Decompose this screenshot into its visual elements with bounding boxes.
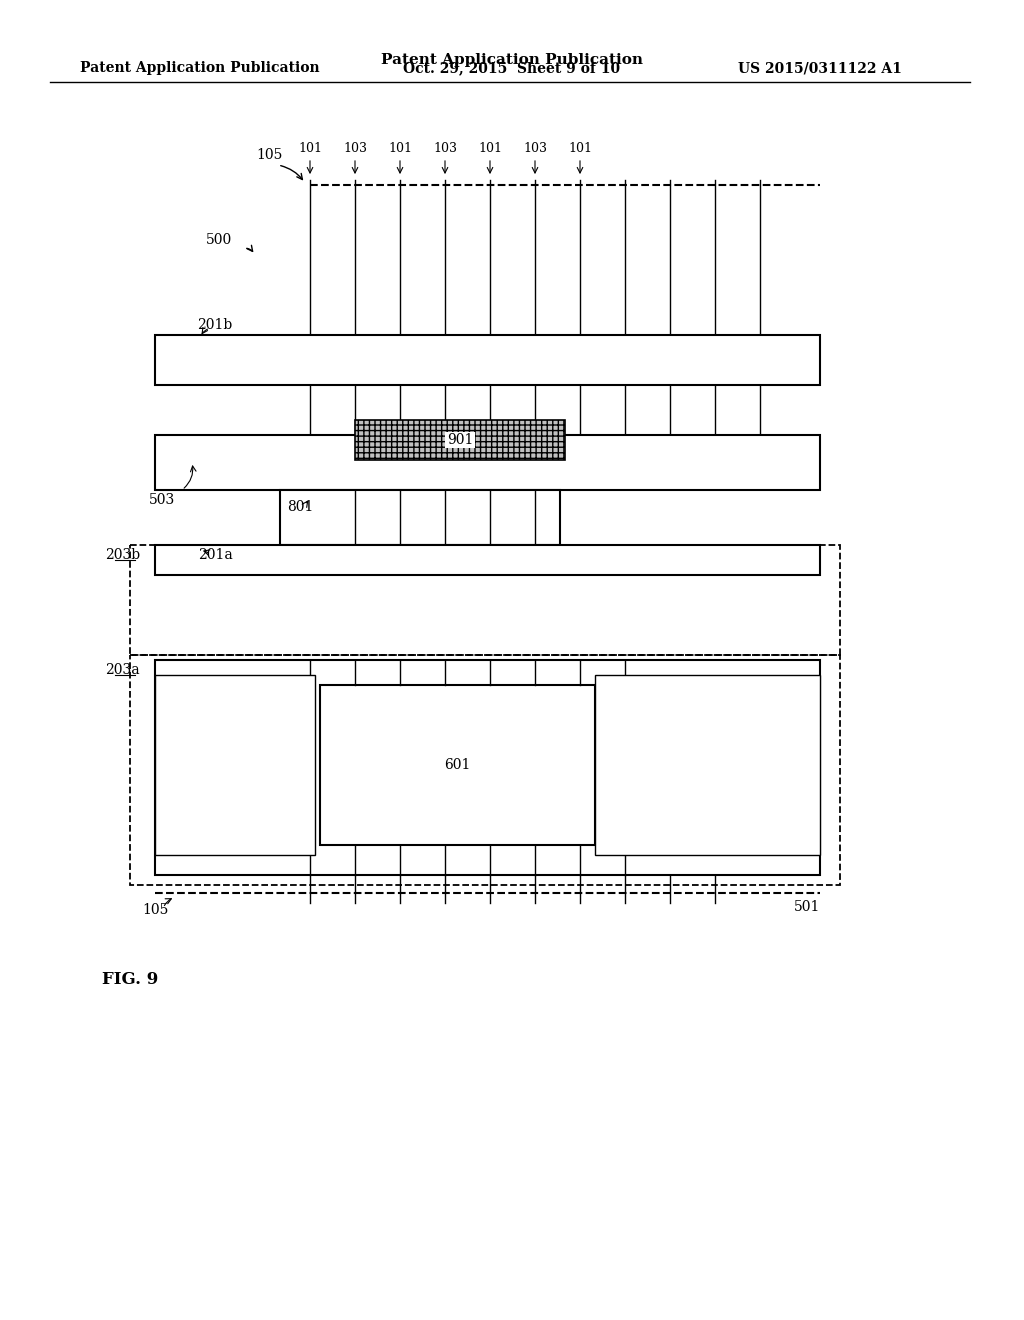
Text: 201b: 201b [198,318,232,333]
Text: 101: 101 [388,141,412,154]
Text: 203b: 203b [104,548,140,562]
Text: 101: 101 [568,141,592,154]
Text: 901: 901 [446,433,473,447]
Text: 101: 101 [298,141,322,154]
Bar [130,545,840,655]
Bar [280,490,560,545]
Text: 103: 103 [523,141,547,154]
Bar [155,660,820,875]
Bar [155,436,820,490]
Text: 801: 801 [287,500,313,513]
Bar [155,675,315,855]
Text: 103: 103 [433,141,457,154]
Text: 103: 103 [343,141,367,154]
Bar [155,545,820,576]
Text: FIG. 9: FIG. 9 [101,972,158,989]
Text: 501: 501 [794,900,820,913]
Bar [155,335,820,385]
Text: 500: 500 [206,234,232,247]
Text: Patent Application Publication: Patent Application Publication [80,61,319,75]
Text: 203a: 203a [105,663,140,677]
Bar [130,655,840,884]
Text: Patent Application Publication: Patent Application Publication [381,53,643,67]
Bar [319,685,595,845]
Text: 105: 105 [257,148,284,162]
Text: 101: 101 [478,141,502,154]
Text: US 2015/0311122 A1: US 2015/0311122 A1 [738,61,902,75]
Text: 105: 105 [141,903,168,917]
Text: Oct. 29, 2015  Sheet 9 of 10: Oct. 29, 2015 Sheet 9 of 10 [403,61,621,75]
Text: 503: 503 [148,492,175,507]
Text: 601: 601 [444,758,471,772]
Text: 201a: 201a [198,548,232,562]
Bar [595,675,820,855]
Bar [355,420,565,459]
